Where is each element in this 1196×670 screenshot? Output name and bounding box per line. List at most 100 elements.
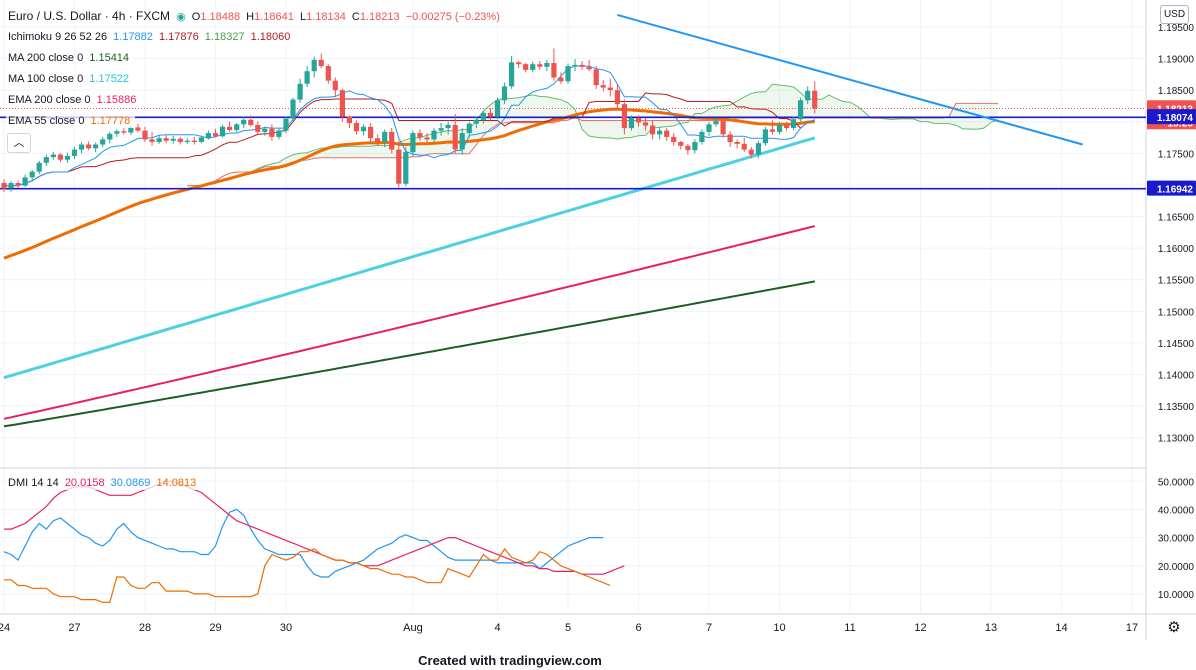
time-tick-label: 4 (494, 622, 500, 634)
candle (748, 147, 754, 159)
dmi-tick-label: 30.0000 (1158, 534, 1195, 545)
price-axis[interactable]: 1.19500 1.19000 1.18500 1.17500 1.16500 1.160… (1158, 23, 1195, 601)
symbol-title[interactable]: Euro / U.S. Dollar · 4h · FXCM (8, 9, 171, 23)
candle (283, 116, 289, 134)
ma100-label: MA 100 close 0 (8, 73, 84, 85)
currency-label[interactable]: USD (1160, 5, 1189, 24)
candle-body (530, 64, 536, 70)
time-tick-label: 13 (985, 622, 997, 634)
time-tick-label: 12 (914, 622, 926, 634)
ma100-legend[interactable]: MA 100 close 0 1.17522 (6, 72, 135, 86)
candle (64, 152, 70, 163)
dmi-legend[interactable]: DMI 14 14 20.0158 30.0869 14.0813 (6, 476, 202, 490)
ema55-value: 1.17778 (90, 115, 131, 127)
senkou-span-b-line (187, 102, 998, 187)
candle (205, 130, 211, 140)
candle (297, 78, 303, 103)
kijun-line (4, 92, 815, 187)
candle (403, 147, 409, 187)
candle (22, 174, 28, 187)
candle (57, 153, 63, 163)
symbol-legend[interactable]: Euro / U.S. Dollar · 4h · FXCM ◉ O1.1848… (6, 9, 505, 24)
candle (593, 66, 599, 89)
trend-line[interactable] (617, 13, 1083, 146)
dmi-adx-line (4, 547, 611, 603)
ohlc-low-value: 1.18134 (306, 11, 346, 23)
chevron-up-icon: ︿ (13, 137, 25, 149)
candle-body (459, 133, 465, 150)
candle (424, 133, 430, 142)
candle-body (734, 142, 740, 144)
candle-body (487, 112, 493, 117)
candle-body (642, 122, 649, 126)
candle (15, 180, 21, 189)
candle (417, 129, 423, 141)
candle (650, 120, 656, 140)
candle-body (241, 119, 247, 125)
collapse-legend-button[interactable]: ︿ (7, 133, 31, 153)
candle-body (494, 100, 501, 117)
ema200-legend[interactable]: EMA 200 close 0 1.15886 (6, 93, 142, 107)
candle-body (389, 131, 395, 150)
candle (71, 147, 78, 160)
ichimoku-label: Ichimoku 9 26 52 26 (8, 31, 108, 43)
ichimoku-legend[interactable]: Ichimoku 9 26 52 26 1.17882 1.17876 1.18… (6, 30, 296, 44)
candle-body (276, 130, 282, 137)
candle-body (57, 154, 63, 160)
level-tag-support: 1.16942 (1157, 185, 1194, 196)
candle-body (720, 121, 726, 135)
time-tick-label: 7 (706, 622, 712, 634)
candle (480, 111, 486, 124)
candle-body (558, 77, 564, 82)
candle-body (776, 124, 783, 132)
ohlc-open: O1.18488 (191, 11, 241, 23)
candle (776, 121, 783, 135)
candle (551, 48, 557, 81)
level-tag-upper: 1.18074 (1157, 113, 1194, 124)
dmi-adx-value: 14.0813 (156, 477, 197, 489)
candle-body (706, 124, 712, 132)
dmi-tick-label: 20.0000 (1158, 562, 1195, 573)
candle (93, 142, 99, 153)
gear-icon[interactable]: ⚙ (1167, 619, 1181, 636)
candle-body (248, 119, 254, 125)
price-tick-label: 1.14000 (1158, 371, 1195, 382)
candle (114, 129, 120, 137)
candle (459, 128, 465, 155)
candle-body (579, 64, 585, 67)
candle (558, 72, 564, 84)
candle (685, 143, 691, 155)
candle-body (297, 83, 303, 100)
credit-text: Created with tradingview.com (418, 653, 602, 668)
candle-body (36, 162, 42, 172)
candle-body (762, 129, 768, 144)
time-tick-label: 5 (565, 622, 571, 634)
candle (699, 129, 705, 145)
dmi-tick-label: 10.0000 (1158, 590, 1195, 601)
ma200-label: MA 200 close 0 (8, 52, 84, 64)
candle (692, 139, 698, 154)
candle (156, 135, 162, 144)
time-axis[interactable]: 24 27 28 29 30 Aug 4 5 6 7 10 11 12 13 14 17 (0, 622, 1138, 634)
candle (509, 56, 515, 89)
candle (762, 126, 768, 146)
candle-body (1, 183, 7, 189)
candle (798, 97, 804, 122)
candle-body (29, 171, 35, 178)
ma200-legend[interactable]: MA 200 close 0 1.15414 (6, 51, 135, 65)
candle (100, 136, 106, 148)
candle-body (79, 144, 85, 150)
candle (607, 78, 613, 97)
candle (657, 126, 663, 140)
candle (184, 138, 190, 144)
candle (713, 117, 719, 127)
time-tick-label: 11 (844, 622, 855, 634)
horizontal-levels[interactable] (0, 13, 1146, 190)
candle-body (699, 131, 705, 142)
ema55-legend[interactable]: EMA 55 close 0 1.17778 (6, 114, 136, 128)
candle-body (86, 144, 92, 149)
candle-body (424, 137, 430, 140)
price-tick-label: 1.19500 (1158, 23, 1195, 34)
candle (107, 131, 113, 144)
